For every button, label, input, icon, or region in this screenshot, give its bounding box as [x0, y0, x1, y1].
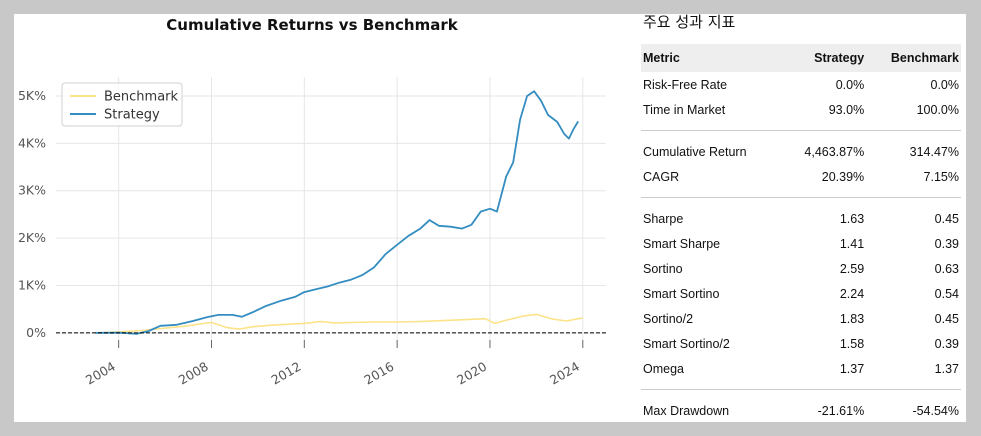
table-row: Sortino/2 1.83 0.45 — [641, 306, 961, 331]
cell-strategy: 2.59 — [839, 261, 865, 276]
x-tick-label: 2020 — [454, 359, 489, 388]
cell-strategy: 0.0% — [835, 77, 865, 92]
cell-benchmark: 314.47% — [909, 144, 959, 159]
table-row: Smart Sharpe 1.41 0.39 — [641, 231, 961, 256]
separator-cell — [641, 381, 961, 398]
cell-metric: Smart Sortino/2 — [643, 336, 730, 351]
table-row: Smart Sortino/2 1.58 0.39 — [641, 331, 961, 356]
separator-cell — [641, 189, 961, 206]
header-strategy: Strategy — [782, 44, 867, 72]
cell-strategy: 1.63 — [839, 211, 865, 226]
table-row: Time in Market 93.0% 100.0% — [641, 97, 961, 122]
cell-metric: Risk-Free Rate — [643, 77, 728, 92]
cell-metric: Sharpe — [643, 211, 684, 226]
cell-strategy: 93.0% — [828, 102, 865, 117]
cell-metric: CAGR — [643, 169, 680, 184]
cell-strategy: -21.61% — [817, 403, 865, 418]
metrics-panel: 주요 성과 지표 Metric Strategy Benchmark Risk-… — [641, 14, 961, 422]
separator-line — [641, 130, 961, 131]
cell-strategy: 1.41 — [839, 236, 865, 251]
cell-metric: Max Drawdown — [643, 403, 730, 418]
cell-strategy: 1.58 — [839, 336, 865, 351]
cell-benchmark: 100.0% — [916, 102, 959, 117]
series-line-benchmark — [95, 313, 583, 334]
cell-benchmark: 7.15% — [923, 169, 959, 184]
cell-strategy: 20.39% — [821, 169, 865, 184]
cell-strategy: 4,463.87% — [804, 144, 865, 159]
table-row: Max Drawdown -21.61% -54.54% — [641, 398, 961, 422]
table-row: Sharpe 1.63 0.45 — [641, 206, 961, 231]
legend-label-strategy: Strategy — [104, 108, 160, 123]
cell-metric: Sortino — [643, 261, 683, 276]
x-tick-label: 2012 — [269, 359, 304, 388]
x-tick-label: 2024 — [547, 359, 582, 388]
cell-benchmark: 0.0% — [930, 77, 960, 92]
cumulative-returns-chart: Cumulative Returns vs Benchmark 0% 1K% 2K%… — [18, 16, 606, 388]
group-separator — [641, 381, 961, 398]
table-row: Smart Sortino 2.24 0.54 — [641, 281, 961, 306]
cell-metric: Smart Sharpe — [643, 236, 721, 251]
x-tick-label: 2008 — [176, 359, 211, 388]
cell-benchmark: 0.39 — [934, 336, 959, 351]
separator-cell — [641, 122, 961, 139]
cell-metric: Omega — [643, 361, 684, 376]
cell-strategy: 1.83 — [839, 311, 865, 326]
report-page: Cumulative Returns vs Benchmark 0% 1K% 2K%… — [14, 14, 966, 422]
cell-benchmark: 0.45 — [934, 311, 959, 326]
y-tick-label: 3K% — [18, 183, 46, 198]
table-row: Omega 1.37 1.37 — [641, 356, 961, 381]
cell-metric: Smart Sortino — [643, 286, 720, 301]
legend-label-benchmark: Benchmark — [104, 90, 179, 105]
x-tick-label: 2016 — [361, 359, 396, 388]
table-row: Risk-Free Rate 0.0% 0.0% — [641, 72, 961, 97]
chart-legend: Benchmark Strategy — [61, 82, 183, 127]
header-benchmark: Benchmark — [866, 44, 961, 72]
cell-metric: Time in Market — [643, 102, 726, 117]
metrics-body: Risk-Free Rate 0.0% 0.0% Time in Market 93.0… — [641, 72, 961, 422]
metrics-title: 주요 성과 지표 — [643, 14, 736, 31]
group-separator — [641, 122, 961, 139]
metrics-table: Metric Strategy Benchmark Risk-Free Rate… — [641, 44, 961, 422]
table-row: Sortino 2.59 0.63 — [641, 256, 961, 281]
table-row: Cumulative Return 4,463.87% 314.47% — [641, 139, 961, 164]
series-line-strategy — [95, 90, 579, 335]
cell-benchmark: 1.37 — [934, 361, 959, 376]
header-metric: Metric — [641, 44, 783, 72]
cell-strategy: 2.24 — [839, 286, 865, 301]
cell-benchmark: 0.63 — [934, 261, 959, 276]
y-tick-label: 0% — [26, 325, 46, 340]
y-tick-label: 5K% — [18, 88, 46, 103]
table-row: CAGR 20.39% 7.15% — [641, 164, 961, 189]
y-tick-label: 1K% — [18, 278, 46, 293]
separator-line — [641, 389, 961, 390]
group-separator — [641, 189, 961, 206]
chart-title: Cumulative Returns vs Benchmark — [166, 16, 458, 34]
metrics-header-row: Metric Strategy Benchmark — [641, 44, 961, 72]
y-tick-label: 4K% — [18, 135, 46, 150]
y-tick-label: 2K% — [18, 230, 46, 245]
cell-benchmark: -54.54% — [912, 403, 959, 418]
series-layer — [95, 90, 583, 335]
separator-line — [641, 197, 961, 198]
cell-benchmark: 0.45 — [934, 211, 959, 226]
cell-metric: Sortino/2 — [643, 311, 694, 326]
cell-metric: Cumulative Return — [643, 144, 747, 159]
cell-strategy: 1.37 — [839, 361, 865, 376]
x-tick-label: 2004 — [83, 359, 118, 388]
cell-benchmark: 0.39 — [934, 236, 959, 251]
cell-benchmark: 0.54 — [934, 286, 959, 301]
legend-box — [61, 82, 183, 127]
